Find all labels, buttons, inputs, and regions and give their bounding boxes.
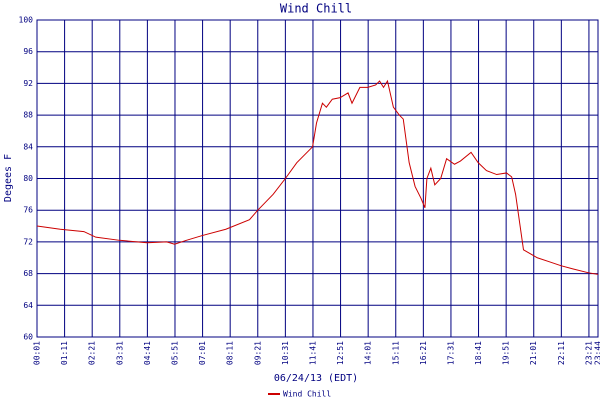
x-tick-label: 18:41: [474, 341, 483, 365]
x-tick-label: 19:51: [502, 341, 511, 365]
y-tick-label: 100: [19, 16, 34, 25]
y-tick-label: 84: [23, 142, 33, 151]
y-tick-label: 92: [23, 79, 33, 88]
data-line: [36, 79, 599, 275]
x-tick-label: 16:21: [419, 341, 428, 365]
x-tick-label: 02:21: [88, 341, 97, 365]
x-tick-label: 11:41: [308, 341, 317, 365]
x-tick-label: 07:01: [198, 341, 207, 365]
x-tick-label: 10:31: [281, 341, 290, 365]
x-tick-label: 09:21: [253, 341, 262, 365]
x-tick-label: 12:51: [336, 341, 345, 365]
x-tick-label: 05:51: [170, 341, 179, 365]
x-axis-label: 06/24/13 (EDT): [274, 373, 358, 384]
y-tick-label: 68: [23, 269, 33, 278]
y-tick-label: 96: [23, 47, 33, 56]
x-tick-label: 21:01: [529, 341, 538, 365]
x-tick-label: 08:11: [226, 341, 235, 365]
y-tick-label: 80: [23, 174, 33, 183]
x-tick-label: 23:44: [594, 341, 600, 365]
x-tick-label: 03:31: [115, 341, 124, 365]
x-tick-label: 15:11: [391, 341, 400, 365]
x-tick-label: 00:01: [33, 341, 42, 365]
y-tick-label: 64: [23, 301, 33, 310]
x-tick-label: 17:31: [446, 341, 455, 365]
y-tick-label: 72: [23, 237, 33, 246]
chart-title: Wind Chill: [280, 2, 352, 16]
x-tick-label: 22:11: [557, 341, 566, 365]
x-tick-label: 04:41: [143, 341, 152, 365]
x-tick-label: 23:21: [584, 341, 593, 365]
x-tick-label: 14:01: [364, 341, 373, 365]
y-tick-label: 60: [23, 333, 33, 342]
legend-label: Wind Chill: [283, 390, 331, 399]
x-tick-label: 01:11: [60, 341, 69, 365]
y-tick-label: 76: [23, 206, 33, 215]
y-axis-label: Degees F: [3, 154, 14, 202]
y-tick-label: 88: [23, 111, 33, 120]
plot-frame: [36, 19, 599, 338]
